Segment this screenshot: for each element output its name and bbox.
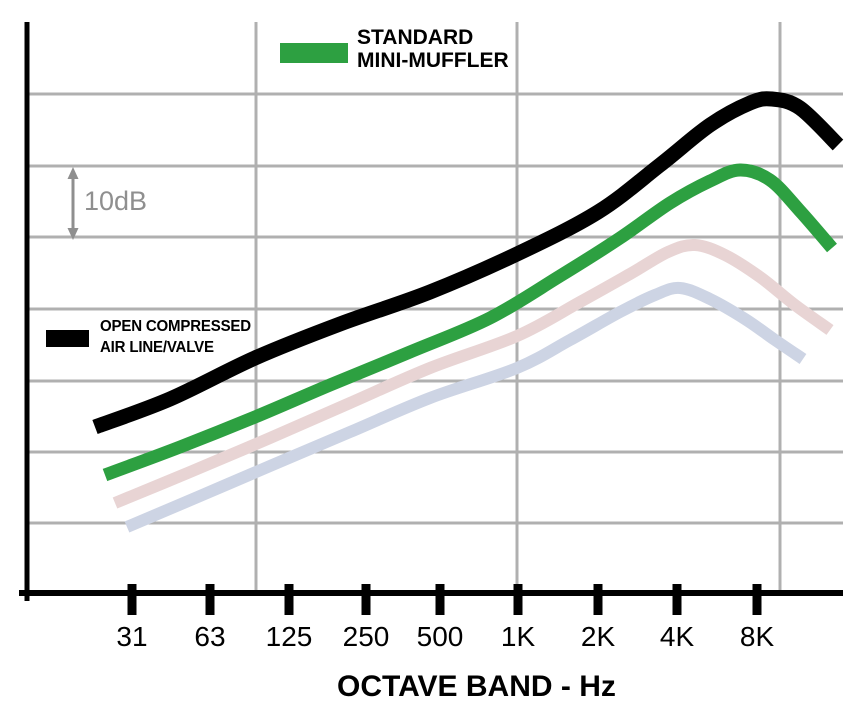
x-tick-label-2k: 2K	[580, 621, 616, 652]
series-standard-mini-muffler	[102, 163, 837, 482]
x-axis-tick-mark	[205, 584, 215, 615]
series-open-compressed-air-line-valve	[92, 91, 844, 435]
x-axis-title: OCTAVE BAND - Hz	[337, 670, 616, 703]
db-scale-label: 10dB	[84, 186, 148, 216]
axes	[19, 22, 843, 615]
x-tick-label-63: 63	[194, 621, 226, 652]
x-axis-tick-labels: 31 63 125 250 500 1K 2K 4K 8K	[0, 621, 860, 663]
x-tick-label-4k: 4K	[659, 621, 695, 652]
x-axis-tick-mark	[284, 584, 294, 615]
legend-left-swatch	[46, 330, 89, 347]
legend-standard-mini-muffler: STANDARD MINI-MUFFLER	[357, 26, 509, 72]
x-tick-label-250: 250	[342, 621, 390, 652]
series-unlabeled-light-blue-curve	[124, 281, 807, 533]
db-scale-arrow	[67, 167, 79, 240]
legend-top-line2: MINI-MUFFLER	[357, 49, 509, 72]
x-axis-tick-mark	[513, 584, 523, 615]
series-unlabeled-pink-curve	[112, 238, 834, 509]
legend-left-line2: AIR LINE/VALVE	[100, 339, 214, 356]
legend-top-swatch	[280, 43, 348, 63]
x-tick-label-31: 31	[116, 621, 148, 652]
x-axis-tick-mark	[752, 584, 762, 615]
x-tick-label-500: 500	[416, 621, 464, 652]
x-tick-label-125: 125	[265, 621, 313, 652]
x-tick-label-1k: 1K	[500, 621, 536, 652]
x-tick-label-8k: 8K	[739, 621, 775, 652]
x-axis-tick-mark	[435, 584, 445, 615]
x-axis-tick-mark	[361, 584, 371, 615]
legend-open-compressed-air-line: OPEN COMPRESSED AIR LINE/VALVE	[100, 316, 251, 358]
x-axis-tick-mark	[672, 584, 682, 615]
legend-left-line1: OPEN COMPRESSED	[100, 318, 251, 335]
x-axis-tick-mark	[593, 584, 603, 615]
legend-top-line1: STANDARD	[357, 26, 474, 49]
x-axis-tick-mark	[127, 584, 137, 615]
